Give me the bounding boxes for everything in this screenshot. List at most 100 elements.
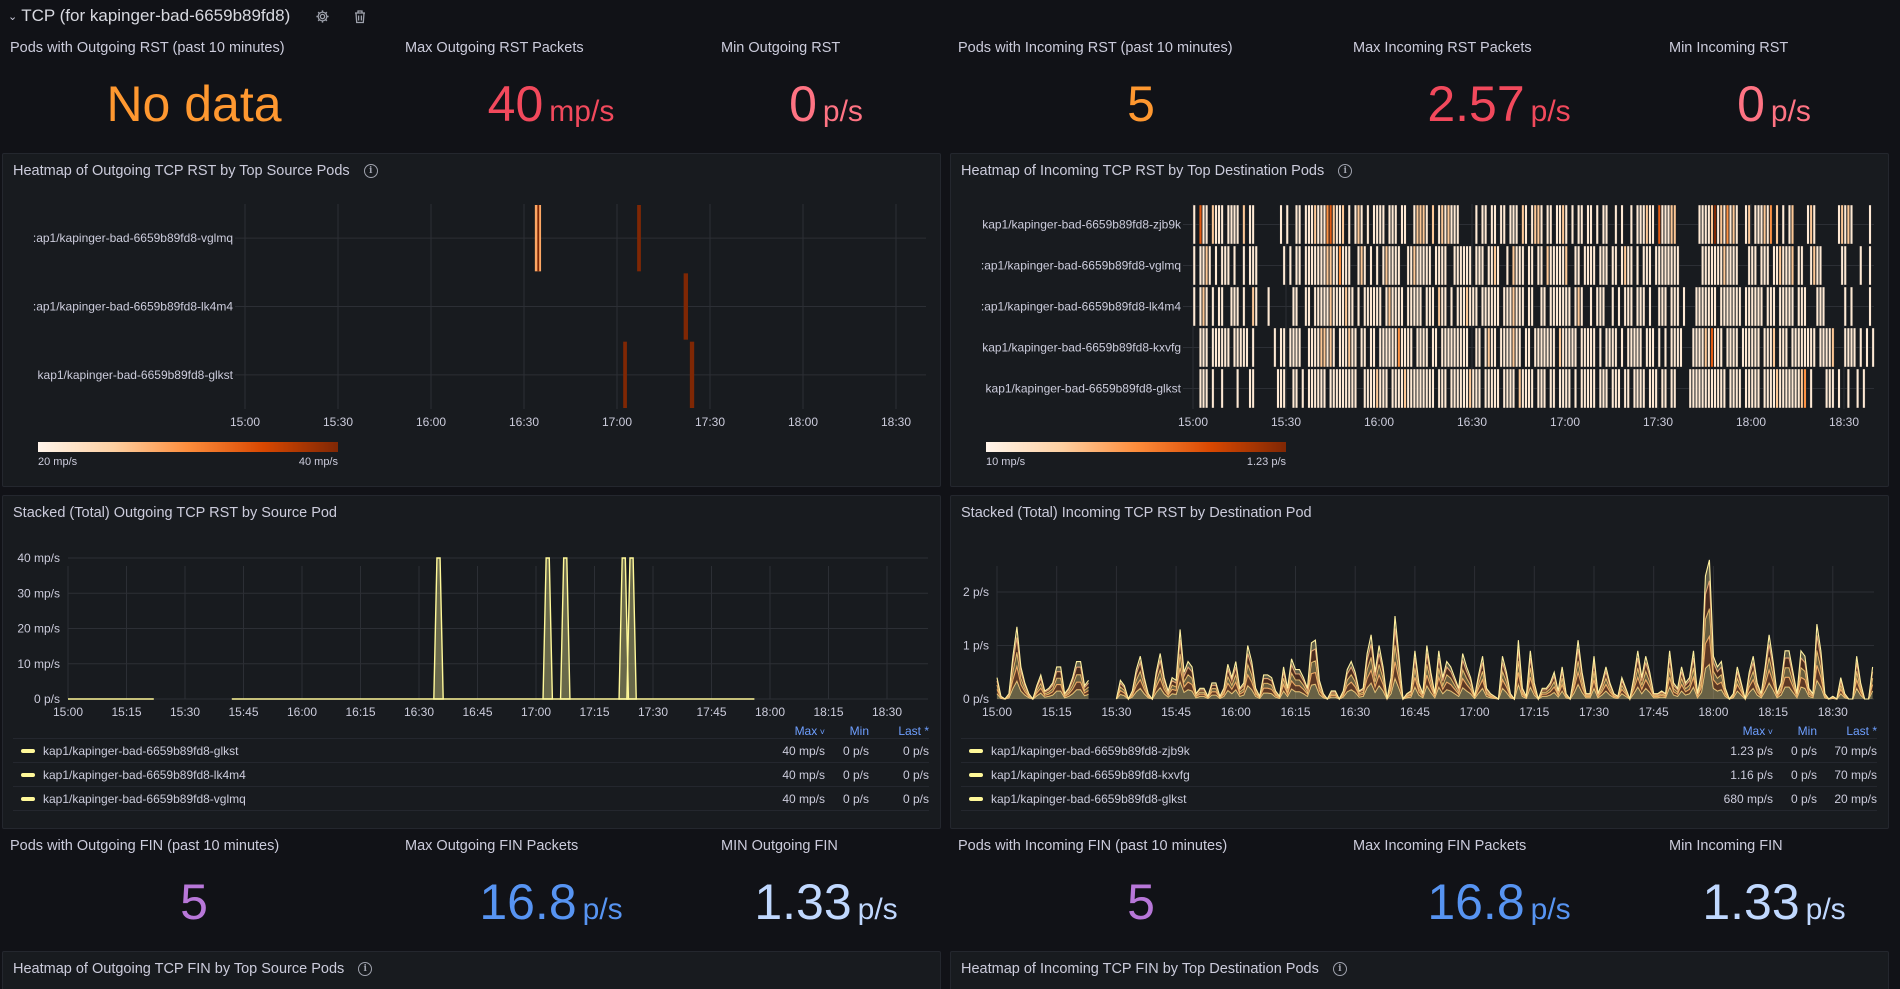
heatmap-cell <box>1310 245 1314 286</box>
heatmap-cell <box>1313 327 1317 368</box>
heatmap-cell <box>1868 286 1872 327</box>
heatmap-cell <box>1471 286 1475 327</box>
stat-panel[interactable]: Max Incoming FIN Packets 16.8 p/s <box>0 838 1571 948</box>
legend-row[interactable]: kap1/kapinger-bad-6659b89fd8-glkst 680 mp… <box>961 786 1877 810</box>
heatmap-cell <box>1564 286 1568 327</box>
x-tick-label: 16:30 <box>1340 705 1370 719</box>
stat-panel[interactable]: Pods with Outgoing FIN (past 10 minutes)… <box>0 838 279 948</box>
series-area <box>1116 608 1873 699</box>
heatmap-cell <box>1825 368 1829 409</box>
stat-panel[interactable]: Max Incoming RST Packets 2.57 p/s <box>0 40 1571 150</box>
heatmap-cell <box>1806 327 1810 368</box>
info-icon[interactable]: i <box>363 164 378 178</box>
panel-heatmap-incoming-rst[interactable]: Heatmap of Incoming TCP RST by Top Desti… <box>950 153 1889 487</box>
info-icon[interactable]: i <box>1332 962 1347 976</box>
panel-heatmap-incoming-fin[interactable]: Heatmap of Incoming TCP FIN by Top Desti… <box>950 951 1889 989</box>
timeseries-chart[interactable]: 15:00 15:15 15:30 15:45 16:00 16:15 16:30 16:45… <box>3 496 942 830</box>
row-title[interactable]: TCP (for kapinger-bad-6659b89fd8) <box>21 6 291 25</box>
series-color-swatch[interactable] <box>21 748 35 753</box>
legend-row[interactable]: kap1/kapinger-bad-6659b89fd8-lk4m4 40 mp/… <box>13 762 929 786</box>
legend-row[interactable]: kap1/kapinger-bad-6659b89fd8-kxvfg 1.16 p… <box>961 762 1877 786</box>
heatmap-cell <box>1310 204 1314 245</box>
stat-panel[interactable]: Pods with Incoming FIN (past 10 minutes)… <box>0 838 1227 948</box>
stat-panel[interactable]: Max Outgoing FIN Packets 16.8 p/s <box>0 838 623 948</box>
heatmap-cell <box>1750 327 1754 368</box>
heatmap-cell <box>1347 245 1351 286</box>
gear-icon[interactable] <box>314 8 330 24</box>
panel-heatmap-outgoing-fin[interactable]: Heatmap of Outgoing TCP FIN by Top Sourc… <box>2 951 941 989</box>
series-color-swatch[interactable] <box>21 796 35 801</box>
stat-panel[interactable]: Pods with Outgoing RST (past 10 minutes)… <box>0 40 285 150</box>
heatmap-cell <box>1233 286 1236 327</box>
stat-panel[interactable]: Min Incoming FIN 1.33 p/s <box>0 838 1846 948</box>
heatmap-cell <box>1819 327 1822 368</box>
chevron-down-icon[interactable]: ⌄ <box>8 10 18 23</box>
timeseries-chart[interactable]: 15:00 15:15 15:30 15:45 16:00 16:15 16:30 16:45… <box>951 496 1890 830</box>
heatmap-cell <box>1512 204 1515 245</box>
legend-max-value: 40 mp/s <box>782 767 825 782</box>
heatmap-cell <box>1719 286 1723 327</box>
panel-timeseries-outgoing-rst[interactable]: Stacked (Total) Outgoing TCP RST by Sour… <box>2 495 941 829</box>
stat-panel[interactable]: Min Outgoing RST 0 p/s <box>0 40 863 150</box>
heatmap-cell <box>1524 204 1528 245</box>
heatmap-cell <box>1369 327 1373 368</box>
series-color-swatch[interactable] <box>21 772 35 777</box>
legend-column-header[interactable]: Min <box>1797 724 1817 738</box>
heatmap-cell <box>1633 368 1636 409</box>
legend-column-header[interactable]: Max ˅ <box>794 724 825 738</box>
heatmap-cell <box>1313 245 1317 286</box>
stat-number: 16.8 <box>1427 874 1525 930</box>
legend-column-header[interactable]: Max ˅ <box>1742 724 1773 738</box>
series-name[interactable]: kap1/kapinger-bad-6659b89fd8-glkst <box>43 743 239 758</box>
heatmap-cell <box>1496 245 1500 286</box>
heatmap-cell <box>1251 327 1255 368</box>
heatmap-cell <box>1704 245 1708 286</box>
heatmap-cell <box>1775 368 1779 409</box>
info-icon[interactable]: i <box>1338 164 1353 178</box>
panel-timeseries-incoming-rst[interactable]: Stacked (Total) Incoming TCP RST by Dest… <box>950 495 1889 829</box>
series-name[interactable]: kap1/kapinger-bad-6659b89fd8-vglmq <box>43 791 246 806</box>
stat-number: 5 <box>1127 76 1155 132</box>
y-row-label: :ap1/kapinger-bad-6659b89fd8-vglmq <box>33 231 233 245</box>
legend-column-header[interactable]: Last * <box>898 724 929 738</box>
legend-column-header[interactable]: Last * <box>1846 724 1877 738</box>
heatmap-cell <box>1657 286 1661 327</box>
legend-row[interactable]: kap1/kapinger-bad-6659b89fd8-zjb9k 1.23 p… <box>961 738 1877 762</box>
heatmap-cell <box>1431 327 1435 368</box>
series-name[interactable]: kap1/kapinger-bad-6659b89fd8-zjb9k <box>991 743 1190 758</box>
sort-desc-icon[interactable]: ˅ <box>817 727 825 737</box>
heatmap-chart[interactable]: 15:00 15:30 16:00 16:30 17:00 17:30 18:00 18:30… <box>3 154 942 488</box>
series-color-swatch[interactable] <box>969 748 983 753</box>
heatmap-cell <box>1657 204 1661 245</box>
series-name[interactable]: kap1/kapinger-bad-6659b89fd8-kxvfg <box>991 767 1190 782</box>
stat-panel[interactable]: MIN Outgoing FIN 1.33 p/s <box>0 838 898 948</box>
panel-heatmap-outgoing-rst[interactable]: Heatmap of Outgoing TCP RST by Top Sourc… <box>2 153 941 487</box>
trash-icon[interactable] <box>352 8 368 24</box>
heatmap-cell <box>1478 368 1481 409</box>
series-color-swatch[interactable] <box>969 772 983 777</box>
legend-row[interactable]: kap1/kapinger-bad-6659b89fd8-vglmq 40 mp/… <box>13 786 929 810</box>
heatmap-cell <box>1564 204 1568 245</box>
legend-row[interactable]: kap1/kapinger-bad-6659b89fd8-glkst 40 mp/… <box>13 738 929 762</box>
stat-panel[interactable]: Pods with Incoming RST (past 10 minutes)… <box>0 40 1233 150</box>
info-icon[interactable]: i <box>358 962 373 976</box>
stat-panel[interactable]: Min Incoming RST 0 p/s <box>0 40 1811 150</box>
heatmap-cell <box>1323 204 1326 245</box>
stat-panel[interactable]: Max Outgoing RST Packets 40 mp/s <box>0 40 614 150</box>
heatmap-cell <box>1505 327 1509 368</box>
heatmap-chart[interactable]: 15:00 15:30 16:00 16:30 17:00 17:30 18:00 18:30… <box>951 154 1890 488</box>
legend-last-value: 70 mp/s <box>1834 767 1877 782</box>
series-name[interactable]: kap1/kapinger-bad-6659b89fd8-lk4m4 <box>43 767 246 782</box>
heatmap-cell <box>1357 204 1360 245</box>
heatmap-cell <box>1388 204 1391 245</box>
heatmap-cell <box>1837 368 1841 409</box>
heatmap-cell <box>1558 286 1562 327</box>
heatmap-cell <box>1735 327 1739 368</box>
heatmap-cell <box>1750 286 1754 327</box>
legend-column-header[interactable]: Min <box>849 724 869 738</box>
heatmap-cell <box>1512 368 1515 409</box>
series-color-swatch[interactable] <box>969 796 983 801</box>
series-name[interactable]: kap1/kapinger-bad-6659b89fd8-glkst <box>991 791 1187 806</box>
stat-value: 5 <box>1127 872 1155 932</box>
sort-desc-icon[interactable]: ˅ <box>1765 727 1773 737</box>
